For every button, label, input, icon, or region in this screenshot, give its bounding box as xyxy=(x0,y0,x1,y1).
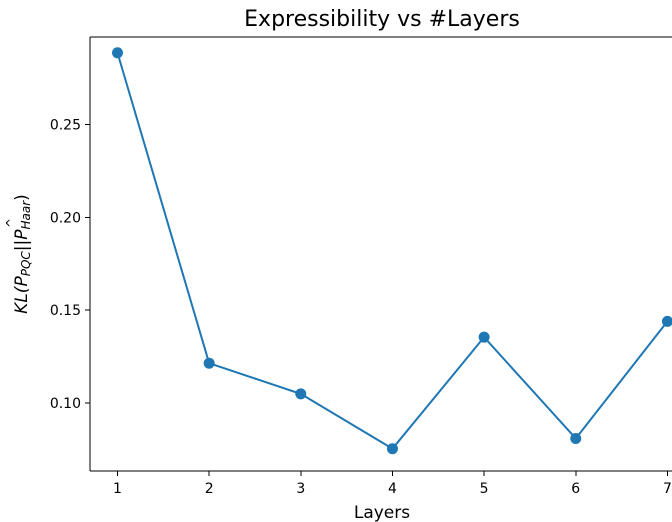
x-tick-label: 2 xyxy=(205,481,214,497)
x-axis-label: Layers xyxy=(354,503,410,522)
x-tick-label: 3 xyxy=(296,481,305,497)
data-point xyxy=(203,357,215,369)
y-tick-label: 0.15 xyxy=(50,303,81,319)
y-tick-label: 0.10 xyxy=(50,396,81,412)
y-tick-label: 0.20 xyxy=(50,210,81,226)
y-label-sep: || xyxy=(12,240,32,251)
y-label-var2: P xyxy=(12,229,32,240)
y-label-close: ) xyxy=(12,194,32,201)
x-tick-label: 4 xyxy=(388,481,397,497)
data-point xyxy=(478,331,490,343)
x-tick-label: 5 xyxy=(480,481,489,497)
x-tick-label: 7 xyxy=(663,481,672,497)
x-tick-label: 6 xyxy=(571,481,580,497)
data-point xyxy=(295,388,307,400)
y-label-base: KL( xyxy=(12,285,32,314)
plot-area: 1 2 3 4 5 6 7 0.10 0.15 0.20 0.25 xyxy=(50,36,672,497)
y-label-hat-var: P xyxy=(12,276,32,287)
data-point xyxy=(661,315,672,327)
x-tick-label: 1 xyxy=(113,481,122,497)
y-axis-label: KL(PPQC||PHaar) xyxy=(12,194,33,314)
y-tick-label: 0.25 xyxy=(50,117,81,133)
data-point xyxy=(570,432,582,444)
y-label-hat-mark: ^ xyxy=(4,218,18,228)
series-line xyxy=(116,52,669,450)
chart-title: Expressibility vs #Layers xyxy=(244,7,520,32)
data-point xyxy=(111,47,123,59)
data-point xyxy=(386,443,398,455)
y-label-sub1: PQC xyxy=(19,251,33,277)
y-label-sub2: Haar xyxy=(19,200,33,230)
